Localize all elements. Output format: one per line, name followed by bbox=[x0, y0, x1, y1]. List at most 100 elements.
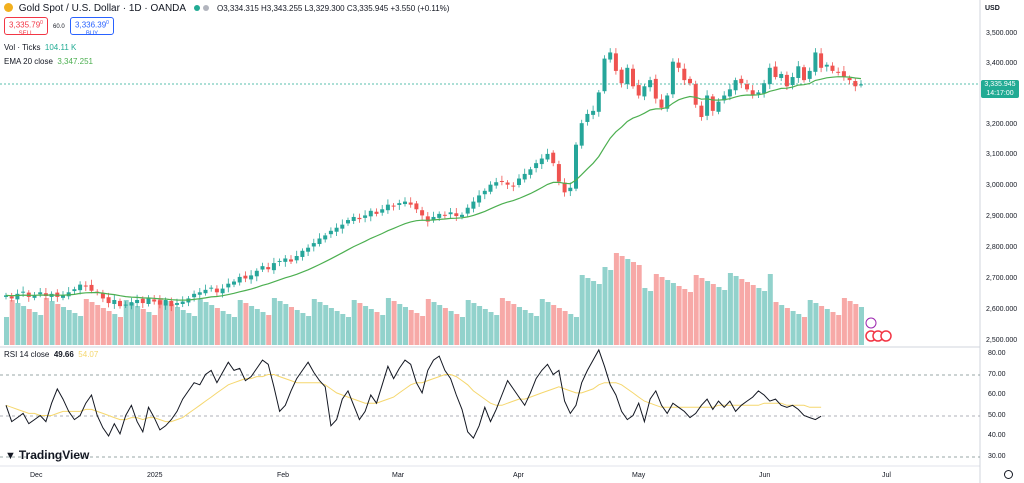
volume-label: Vol · Ticks bbox=[4, 43, 41, 52]
candle bbox=[237, 276, 242, 283]
price-tick: 3,000.000 bbox=[986, 182, 1018, 189]
volume-bar bbox=[448, 311, 454, 345]
candle bbox=[807, 70, 812, 79]
volume-bar bbox=[767, 274, 773, 345]
candle bbox=[83, 285, 88, 287]
volume-bar bbox=[61, 307, 66, 345]
candle bbox=[636, 85, 641, 96]
candle bbox=[642, 86, 647, 97]
ema-line bbox=[5, 76, 862, 301]
volume-legend[interactable]: Vol · Ticks 104.11 K bbox=[4, 43, 76, 52]
last-price-tag: 3,335.945 14:17:00 bbox=[981, 80, 1019, 98]
volume-bar bbox=[157, 298, 163, 345]
volume-bar bbox=[226, 314, 232, 345]
candle bbox=[15, 293, 20, 300]
candle bbox=[391, 205, 396, 207]
volume-bar bbox=[710, 284, 716, 345]
candle bbox=[841, 71, 846, 78]
price-tick: 2,800.000 bbox=[986, 244, 1018, 251]
volume-bar bbox=[129, 303, 135, 345]
rsi-value: 49.66 bbox=[53, 350, 74, 359]
rsi-legend[interactable]: RSI 14 close 49.66 54.07 bbox=[4, 350, 98, 359]
rsi-tick: 80.00 bbox=[988, 350, 1006, 357]
candle bbox=[460, 214, 464, 217]
rsi-ma-value: 54.07 bbox=[78, 350, 99, 359]
volume-bar bbox=[391, 301, 397, 345]
volume-bar bbox=[642, 288, 648, 345]
candle bbox=[853, 81, 858, 87]
time-tick: Apr bbox=[513, 472, 524, 479]
volume-bar bbox=[539, 299, 545, 345]
candle bbox=[283, 258, 288, 262]
candle bbox=[596, 92, 601, 112]
ema-label: EMA 20 close bbox=[4, 57, 53, 66]
volume-bar bbox=[100, 308, 106, 345]
candle bbox=[767, 67, 772, 85]
volume-bar bbox=[517, 307, 522, 345]
volume-bar bbox=[152, 315, 158, 345]
volume-bar bbox=[511, 304, 517, 345]
tradingview-logo[interactable]: ▼ TradingView bbox=[5, 448, 89, 462]
volume-bar bbox=[699, 278, 705, 345]
volume-bar bbox=[693, 275, 699, 345]
time-tick: Mar bbox=[392, 472, 405, 479]
volume-bar bbox=[596, 284, 602, 345]
candle bbox=[585, 113, 590, 122]
currency-label[interactable]: USD bbox=[985, 5, 1000, 12]
sell-price-sup: 0 bbox=[40, 20, 43, 26]
candle bbox=[306, 247, 311, 252]
sell-button[interactable]: 3,335.790 SELL bbox=[4, 17, 48, 37]
rsi-ma-line bbox=[5, 374, 822, 423]
candle bbox=[209, 287, 214, 289]
candle bbox=[482, 190, 487, 195]
candle bbox=[779, 73, 784, 78]
candle bbox=[722, 95, 727, 101]
rsi-tick: 70.00 bbox=[988, 371, 1006, 378]
candle bbox=[836, 71, 841, 73]
candle bbox=[140, 298, 145, 304]
volume-bar bbox=[368, 309, 374, 345]
event-icons[interactable] bbox=[865, 317, 892, 342]
volume-bar bbox=[180, 310, 186, 345]
candle bbox=[385, 204, 390, 211]
price-tick: 3,100.000 bbox=[986, 151, 1018, 158]
candle bbox=[129, 302, 134, 306]
candle bbox=[471, 201, 476, 209]
volume-bar bbox=[722, 290, 728, 345]
candle bbox=[568, 187, 573, 192]
symbol-title[interactable]: Gold Spot / U.S. Dollar · 1D · OANDA bbox=[18, 3, 186, 14]
gold-coin-icon bbox=[4, 3, 13, 12]
volume-bar bbox=[670, 283, 676, 345]
volume-bar bbox=[306, 316, 312, 345]
volume-bar bbox=[460, 317, 465, 345]
candle bbox=[9, 296, 14, 299]
buy-button[interactable]: 3,336.390 BUY bbox=[70, 17, 114, 37]
volume-bar bbox=[408, 310, 414, 345]
candle bbox=[693, 84, 698, 105]
volume-bar bbox=[739, 279, 745, 345]
candle bbox=[123, 304, 128, 306]
volume-bar bbox=[277, 301, 283, 345]
volume-bar bbox=[163, 301, 169, 345]
candle bbox=[72, 289, 77, 292]
volume-bar bbox=[380, 315, 386, 345]
candle bbox=[556, 164, 561, 182]
candle bbox=[397, 203, 402, 205]
candle bbox=[100, 293, 105, 299]
settings-gear-icon[interactable] bbox=[1004, 470, 1013, 479]
candle bbox=[311, 243, 316, 247]
ema-legend[interactable]: EMA 20 close 3,347.251 bbox=[4, 57, 93, 66]
candle bbox=[562, 182, 567, 193]
volume-bar bbox=[112, 314, 118, 345]
candle bbox=[625, 67, 630, 85]
volume-bar bbox=[830, 312, 836, 345]
volume-bar bbox=[146, 312, 152, 345]
buy-price: 3,336.39 bbox=[75, 20, 107, 30]
volume-bar bbox=[705, 281, 711, 345]
candle bbox=[528, 169, 533, 175]
volume-bar bbox=[613, 253, 619, 345]
volume-bar bbox=[351, 300, 357, 345]
volume-bar bbox=[420, 316, 426, 345]
volume-bar bbox=[334, 311, 340, 345]
